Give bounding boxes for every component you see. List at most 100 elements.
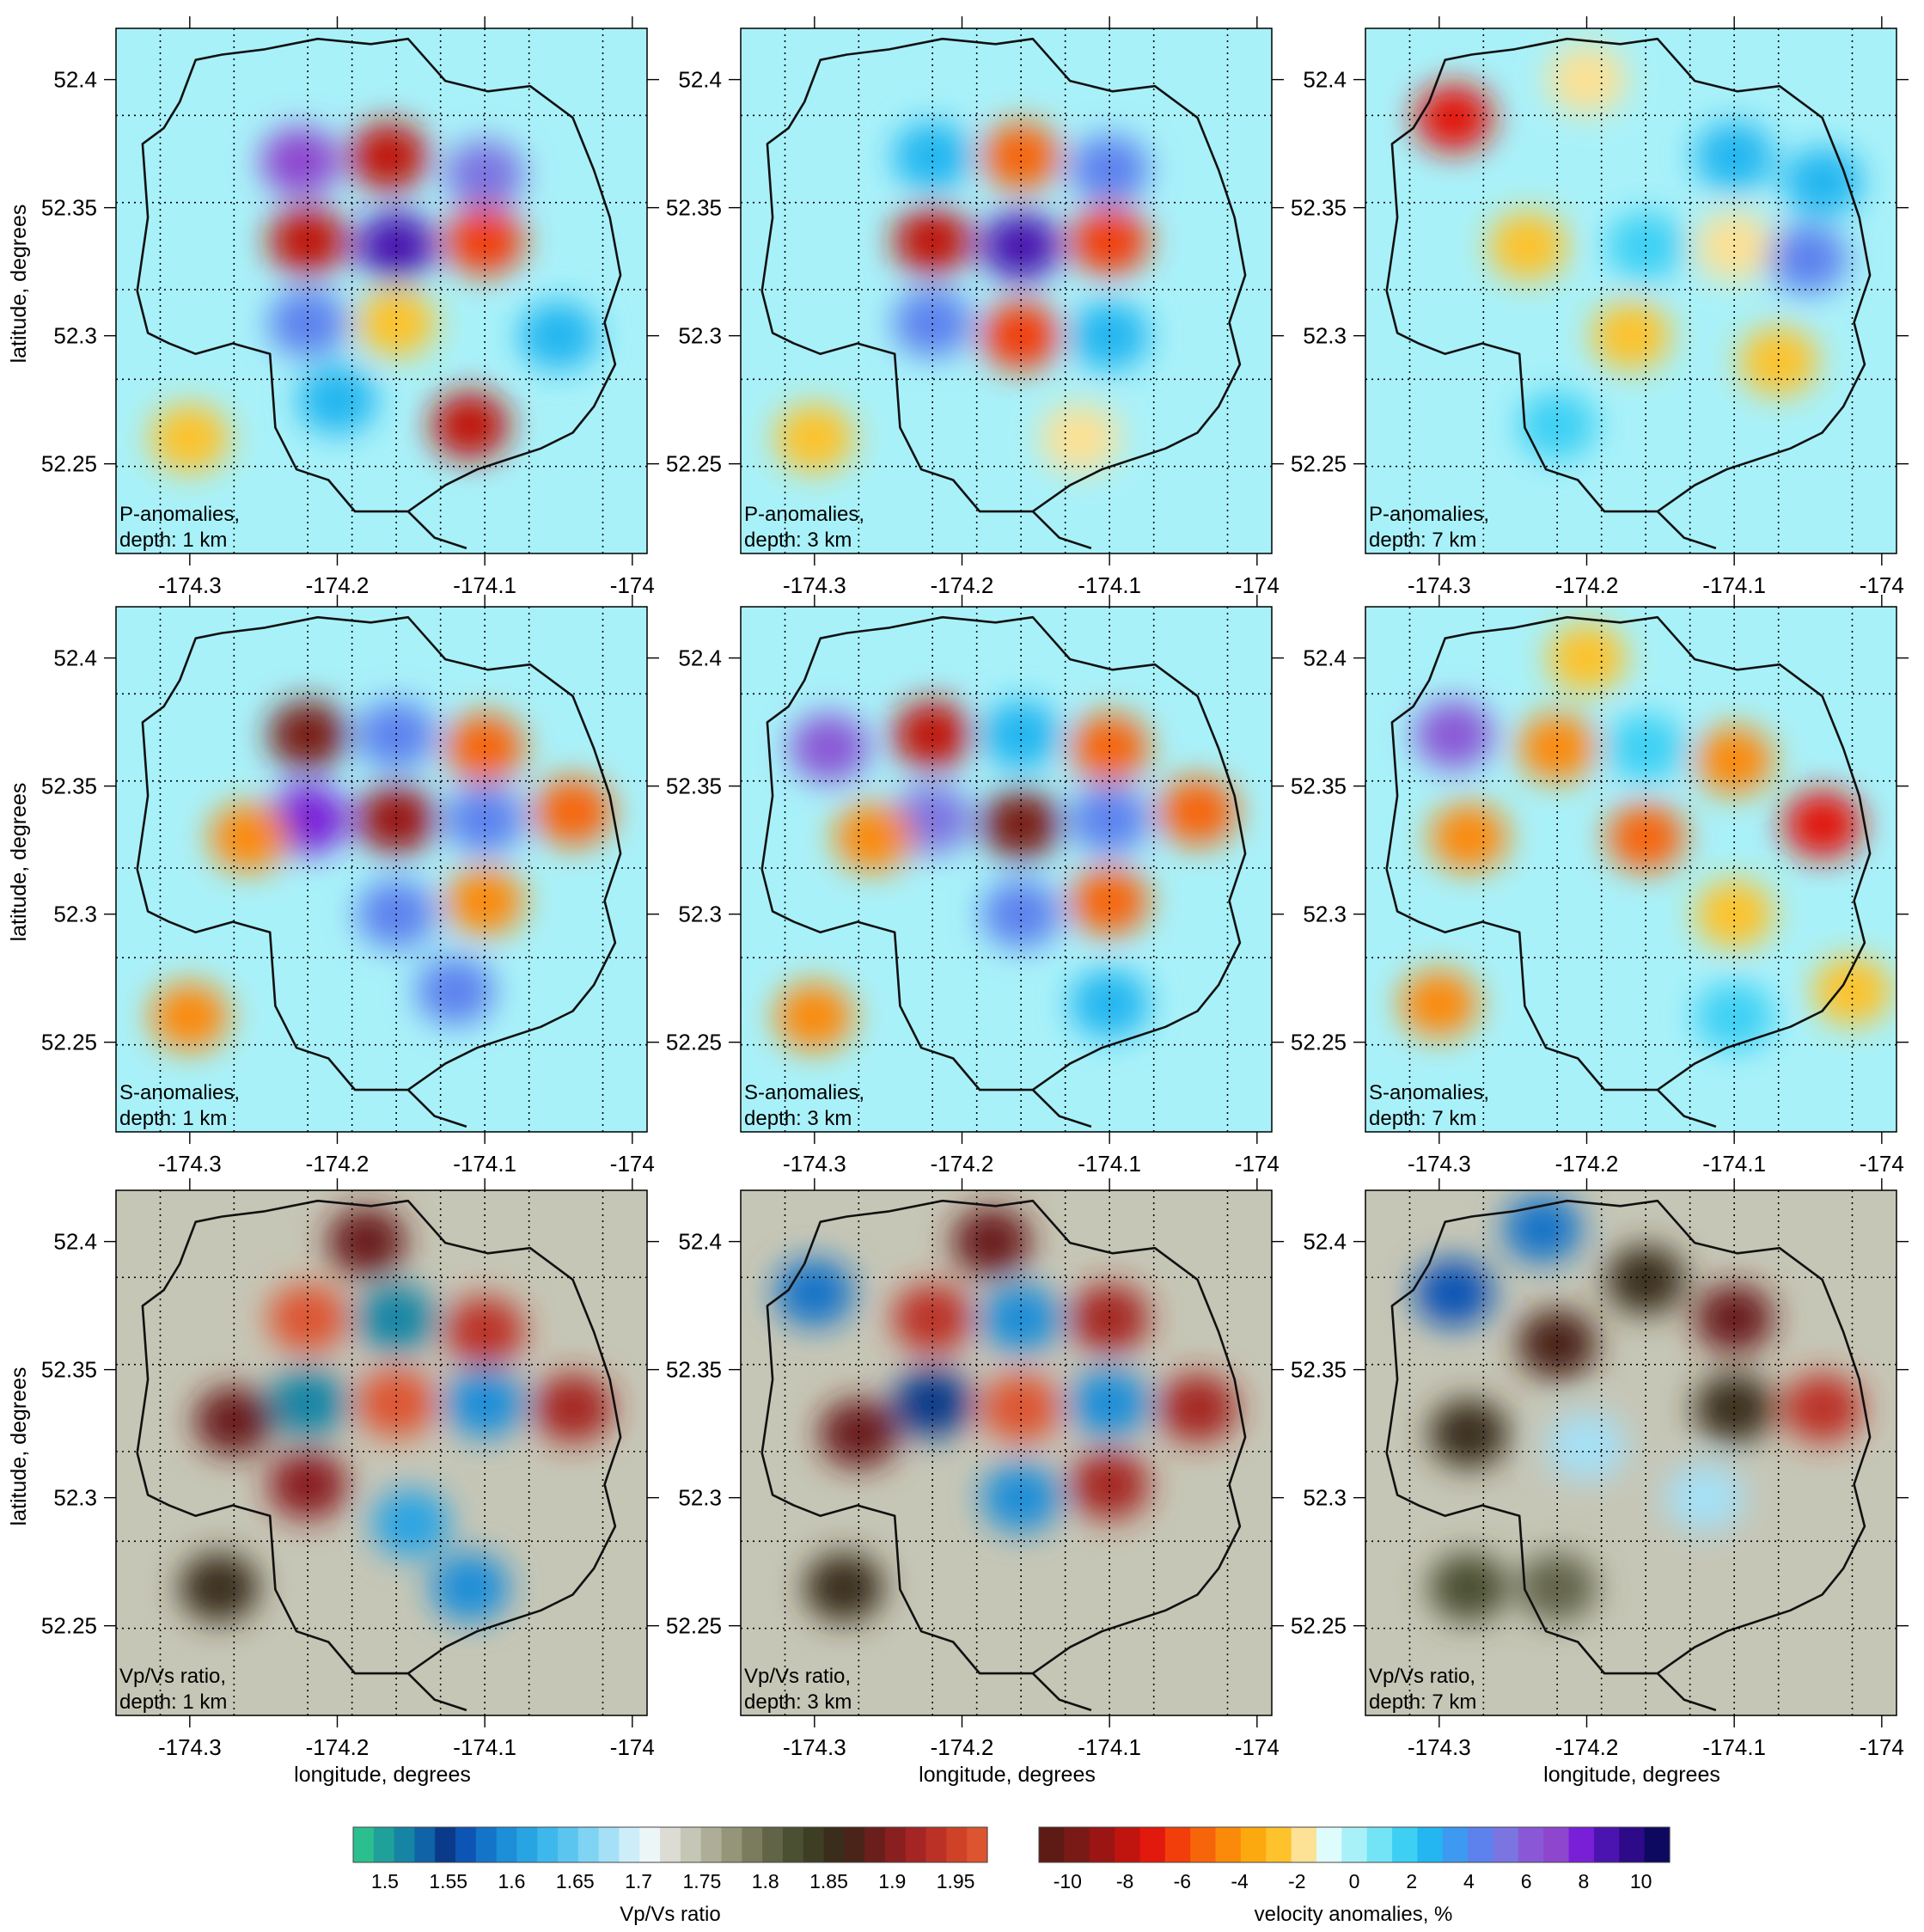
colorbar-tick-label: 1.65 [556,1870,595,1892]
anomaly-cell [1606,1245,1686,1315]
colorbar-swatch [680,1827,702,1862]
colorbar-swatch [925,1827,947,1862]
y-tick-label: 52.25 [41,451,97,477]
x-tick-label: -174 [1860,572,1904,598]
coastline-south [1031,1089,1092,1128]
y-tick-label: 52.4 [53,67,97,93]
panel-label-depth: depth: 3 km [744,1107,852,1130]
colorbar-swatch [1417,1827,1444,1862]
anomaly-cell [893,1284,973,1354]
panel-1-2: -174.3 -174.2 -174.1 -174 52.25 52.3 52.35 52.4… [1291,595,1909,1177]
anomaly-field [741,28,1272,553]
anomaly-cell [1070,1284,1150,1354]
anomaly-cell [1158,1373,1238,1443]
y-tick-label: 52.3 [53,1485,97,1511]
y-tick-label: 52.4 [678,1229,722,1255]
colorbar-swatch [1392,1827,1418,1862]
panel-frame [740,28,1273,554]
anomaly-cell [1783,1373,1863,1443]
anomaly-cell [1414,83,1493,153]
x-tick-label: -174.2 [931,572,994,598]
coastline-south [1656,511,1717,550]
colorbar-swatch [414,1827,436,1862]
colorbar-tick-label: -10 [1054,1870,1082,1892]
coastline [760,1199,1247,1675]
anomaly-cell [445,866,525,936]
coastline-south [1656,1089,1717,1128]
anomaly-cell [1518,1552,1597,1622]
anomaly-cell [1606,712,1686,782]
x-tick-label: -174.1 [1078,1151,1141,1177]
colorbar-tick-label: -8 [1116,1870,1133,1892]
colorbar-tick-label: 1.9 [878,1870,906,1892]
x-tick-label: -174.2 [1555,572,1619,598]
anomaly-cell [150,403,229,473]
panel-label-depth: depth: 1 km [119,529,227,552]
field-blobs [150,700,614,1051]
anomaly-cell [519,301,598,370]
colorbar-swatch [1619,1827,1646,1862]
coastline [760,37,1247,513]
anomaly-cell [893,122,973,192]
colorbar-swatch [864,1827,886,1862]
anomaly-cell [268,288,348,358]
anomaly-cell [349,122,429,192]
colorbar-swatch [558,1827,579,1862]
anomaly-cell [951,1207,1031,1276]
y-tick-label: 52.35 [666,195,722,221]
panel-label-quantity: Vp/Vs ratio, [1369,1665,1475,1688]
y-tick-label: 52.35 [666,1357,722,1383]
panel-label-depth: depth: 7 km [1369,1107,1476,1130]
x-tick-label: -174.3 [783,572,846,598]
anomaly-cell [1070,1450,1150,1519]
field-blobs [180,1207,614,1622]
anomaly-cell [445,1296,525,1366]
panel-label-quantity: S-anomalies, [119,1081,240,1104]
colorbar-vpvs: 1.5 1.55 1.6 1.65 1.7 1.75 1.8 1.85 1.9 1.95 Vp/V… [352,1826,988,1926]
field-blobs [150,122,598,473]
panel-frame [740,606,1273,1133]
anomaly-field [1365,28,1897,553]
y-tick-label: 52.25 [1291,1030,1347,1055]
panel-1-1: -174.3 -174.2 -174.1 -174 52.25 52.3 52.35 52.4… [666,595,1284,1177]
coastline-south [406,511,467,550]
colorbar-swatch [1644,1827,1671,1862]
x-tick-label: -174.1 [1702,1734,1766,1760]
field-background [116,607,647,1132]
colorbar-tick-label: 1.95 [937,1870,975,1892]
y-tick-label: 52.25 [1291,451,1347,477]
x-tick-label: -174.1 [1702,1151,1766,1177]
colorbar-swatch [782,1827,804,1862]
y-tick-label: 52.4 [678,67,722,93]
x-tick-label: -174.1 [453,1734,516,1760]
colorbar-swatch [1341,1827,1368,1862]
anomaly-cell [534,777,614,847]
colorbar-swatch [1593,1827,1620,1862]
x-tick-label: -174.2 [306,572,370,598]
y-tick-label: 52.35 [666,773,722,799]
colorbar-tick-label: -6 [1174,1870,1191,1892]
panel-label-quantity: S-anomalies, [744,1081,864,1104]
colorbar-swatch [721,1827,742,1862]
anomaly-cell [180,1552,260,1622]
y-tick-label: 52.3 [53,323,97,349]
coastline [1385,615,1872,1091]
y-tick-label: 52.25 [41,1613,97,1639]
panel-frame [1365,606,1897,1133]
y-tick-label: 52.4 [678,645,722,671]
panel-2-1: -174.3 -174.2 -174.1 -174 52.25 52.3 52.35 52.4… [666,1178,1284,1760]
colorbar-velocity-ticks: -10 -8 -6 -4 -2 0 2 4 6 8 10 [1054,1870,1652,1892]
anomaly-cell [1664,1463,1744,1532]
anomaly-cell [431,390,510,460]
colorbar-swatch [803,1827,825,1862]
panel-frame [740,1189,1273,1716]
panel-label-quantity: P-anomalies, [119,503,240,526]
x-tick-label: -174 [1860,1734,1904,1760]
anomaly-cell [534,1373,614,1443]
xlabel-col-0: longitude, degrees [294,1763,471,1787]
anomaly-cell [893,288,973,358]
anomaly-cell [357,1368,437,1438]
field-background [116,28,647,553]
panel-frame [1365,1189,1897,1716]
panels-layer: -174.3 -174.2 -174.1 -174 52.25 52.3 52.35 52.4… [41,16,1909,1760]
